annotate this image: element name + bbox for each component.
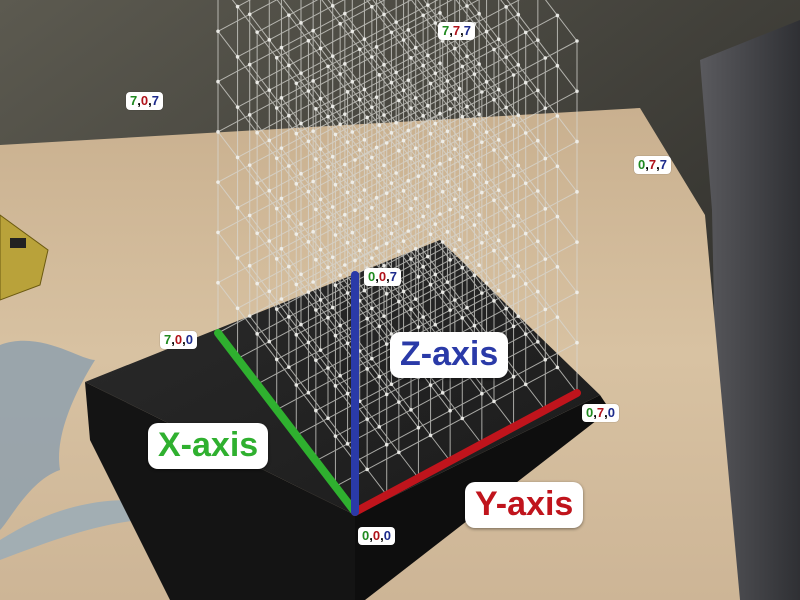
coord-z: 0 — [608, 405, 615, 420]
coord-label-077: 0,7,7 — [634, 156, 671, 174]
coord-label-070: 0,7,0 — [582, 404, 619, 422]
coord-z: 7 — [660, 157, 667, 172]
coord-z: 7 — [152, 93, 159, 108]
z-axis-label: Z-axis — [390, 332, 508, 378]
coord-z: 7 — [464, 23, 471, 38]
coord-label-777: 7,7,7 — [438, 22, 475, 40]
coord-y: 0 — [379, 269, 386, 284]
coord-z: 7 — [390, 269, 397, 284]
coord-label-000: 0,0,0 — [358, 527, 395, 545]
coord-y: 7 — [597, 405, 604, 420]
coord-z: 0 — [186, 332, 193, 347]
coord-label-700: 7,0,0 — [160, 331, 197, 349]
coord-label-707: 7,0,7 — [126, 92, 163, 110]
coord-z: 0 — [384, 528, 391, 543]
coord-label-007: 0,0,7 — [364, 268, 401, 286]
coord-y: 7 — [453, 23, 460, 38]
coord-y: 0 — [373, 528, 380, 543]
coord-y: 0 — [141, 93, 148, 108]
y-axis-label: Y-axis — [465, 482, 583, 528]
x-axis-label: X-axis — [148, 423, 268, 469]
coord-y: 0 — [175, 332, 182, 347]
coord-y: 7 — [649, 157, 656, 172]
chip — [10, 238, 26, 248]
